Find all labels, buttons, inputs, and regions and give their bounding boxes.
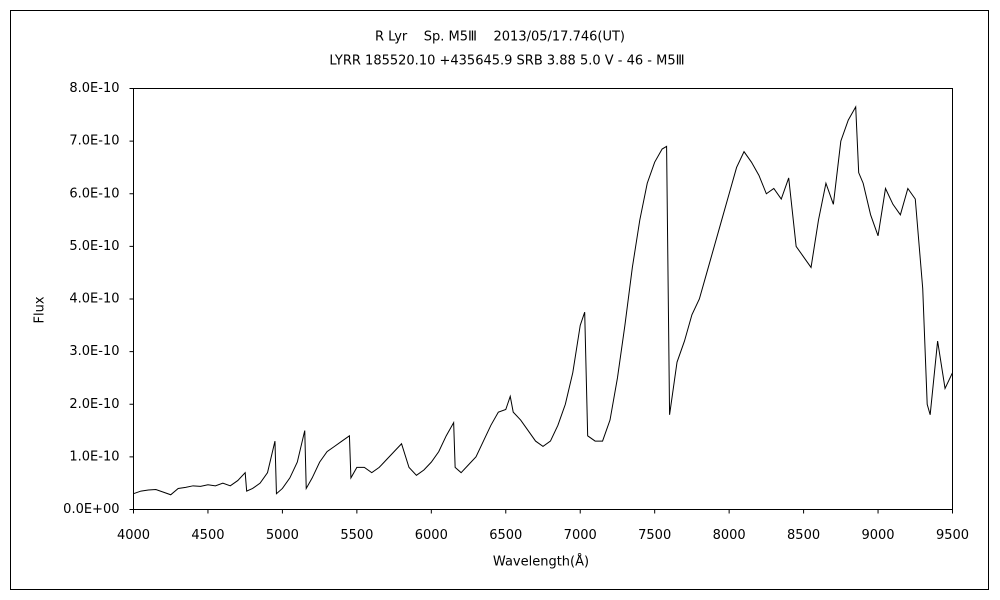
outer-frame — [10, 10, 989, 590]
x-tick-label: 9000 — [861, 528, 894, 543]
chart-title: R Lyr Sp. M5Ⅲ 2013/05/17.746(UT) — [375, 30, 625, 45]
y-tick-label: 2.0E-10 — [69, 397, 119, 412]
y-tick-label: 6.0E-10 — [69, 186, 119, 201]
x-tick-label: 4000 — [117, 528, 150, 543]
x-tick-label: 7500 — [638, 528, 671, 543]
x-tick-label: 6000 — [415, 528, 448, 543]
y-tick-label: 5.0E-10 — [69, 239, 119, 254]
y-tick-label: 3.0E-10 — [69, 344, 119, 359]
y-tick-label: 7.0E-10 — [69, 134, 119, 149]
x-axis-label: Wavelength(Å) — [493, 554, 589, 570]
y-tick-label: 1.0E-10 — [69, 449, 119, 464]
x-tick-label: 4500 — [191, 528, 224, 543]
spectrum-line — [133, 105, 953, 496]
x-tick-label: 7000 — [564, 528, 597, 543]
x-tick-label: 5000 — [266, 528, 299, 543]
y-tick-label: 0.0E+00 — [63, 502, 119, 517]
chart-subtitle: LYRR 185520.10 +435645.9 SRB 3.88 5.0 V … — [329, 54, 684, 69]
x-tick-label: 8500 — [787, 528, 820, 543]
y-tick-label: 8.0E-10 — [69, 81, 119, 96]
x-tick-label: 6500 — [489, 528, 522, 543]
x-tick-label: 8000 — [713, 528, 746, 543]
y-axis-label: Flux — [33, 296, 48, 323]
x-tick-label: 5500 — [340, 528, 373, 543]
x-tick-label: 9500 — [936, 528, 969, 543]
y-tick-label: 4.0E-10 — [69, 292, 119, 307]
